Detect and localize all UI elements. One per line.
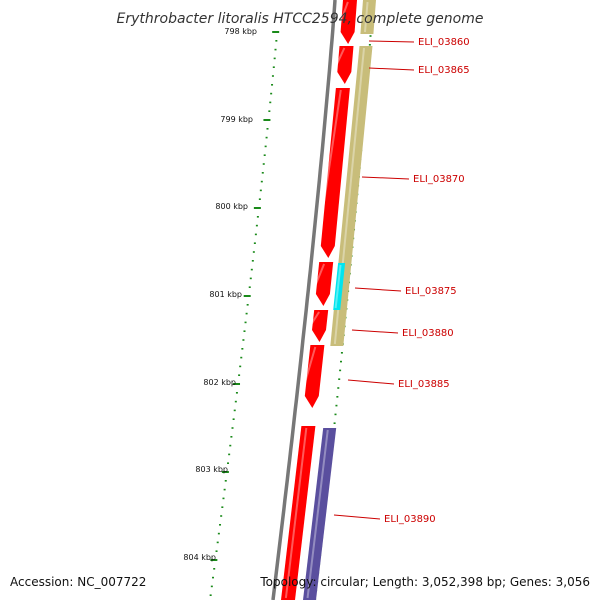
gene-eli-03875-fwd-shine: [311, 263, 326, 293]
scale-label-798: 798 kbp: [224, 27, 257, 36]
gene-reverse-purple[interactable]: [303, 428, 337, 600]
gene-eli-03885-shine: [300, 346, 317, 395]
backbone-line: [271, 0, 337, 600]
gene-label-eli-03875[interactable]: ELI_03875: [405, 286, 457, 297]
gene-eli-03880-shine: [308, 311, 320, 329]
map-title: Erythrobacter litoralis HTCC2594, comple…: [117, 11, 484, 27]
label-leader-line: [351, 329, 399, 334]
label-leader-line: [368, 67, 415, 71]
scale-label-799: 799 kbp: [220, 115, 253, 124]
scale-label-804: 804 kbp: [183, 553, 216, 562]
rna-feature-shine: [334, 264, 342, 309]
gene-eli-03890-fwd-shine: [284, 427, 308, 599]
gene-label-eli-03880[interactable]: ELI_03880: [402, 328, 454, 339]
accession-text: Accession: NC_007722: [10, 575, 146, 589]
gene-eli-03865[interactable]: [337, 46, 354, 84]
gene-eli-03860[interactable]: [340, 0, 357, 44]
rna-feature[interactable]: [333, 263, 346, 310]
scale-label-801: 801 kbp: [209, 290, 242, 299]
genome-backbone: [271, 0, 337, 600]
gene-label-eli-03890[interactable]: ELI_03890: [384, 514, 436, 525]
gene-eli-03875-fwd[interactable]: [315, 262, 334, 306]
label-leader-line: [354, 287, 402, 292]
gene-eli-03865-shine: [333, 47, 346, 71]
gene-reverse-top[interactable]: [360, 0, 376, 34]
scale-label-803: 803 kbp: [195, 465, 228, 474]
gene-reverse-top-shine: [363, 1, 369, 33]
label-leader-line: [368, 40, 415, 43]
label-leader-line: [361, 176, 410, 180]
gene-label-eli-03865[interactable]: ELI_03865: [418, 65, 470, 76]
gene-label-eli-03885[interactable]: ELI_03885: [398, 379, 450, 390]
gene-reverse-purple-shine: [306, 429, 329, 599]
gene-eli-03870[interactable]: [320, 88, 350, 258]
label-leaders: [333, 40, 415, 520]
scale-label-800: 800 kbp: [215, 202, 248, 211]
gene-label-eli-03860[interactable]: ELI_03860: [418, 37, 470, 48]
label-leader-line: [333, 514, 381, 520]
gene-eli-03890-fwd[interactable]: [281, 426, 316, 600]
label-leader-line: [347, 379, 395, 385]
gene-eli-03860-shine: [336, 1, 349, 31]
topology-text: Topology: circular; Length: 3,052,398 bp…: [259, 575, 590, 589]
gene-features: [281, 0, 376, 600]
gene-eli-03885[interactable]: [304, 345, 325, 408]
gene-eli-03870-shine: [316, 89, 342, 245]
scale-label-802: 802 kbp: [203, 378, 236, 387]
gene-label-eli-03870[interactable]: ELI_03870: [413, 174, 465, 185]
gene-eli-03880[interactable]: [312, 310, 329, 342]
